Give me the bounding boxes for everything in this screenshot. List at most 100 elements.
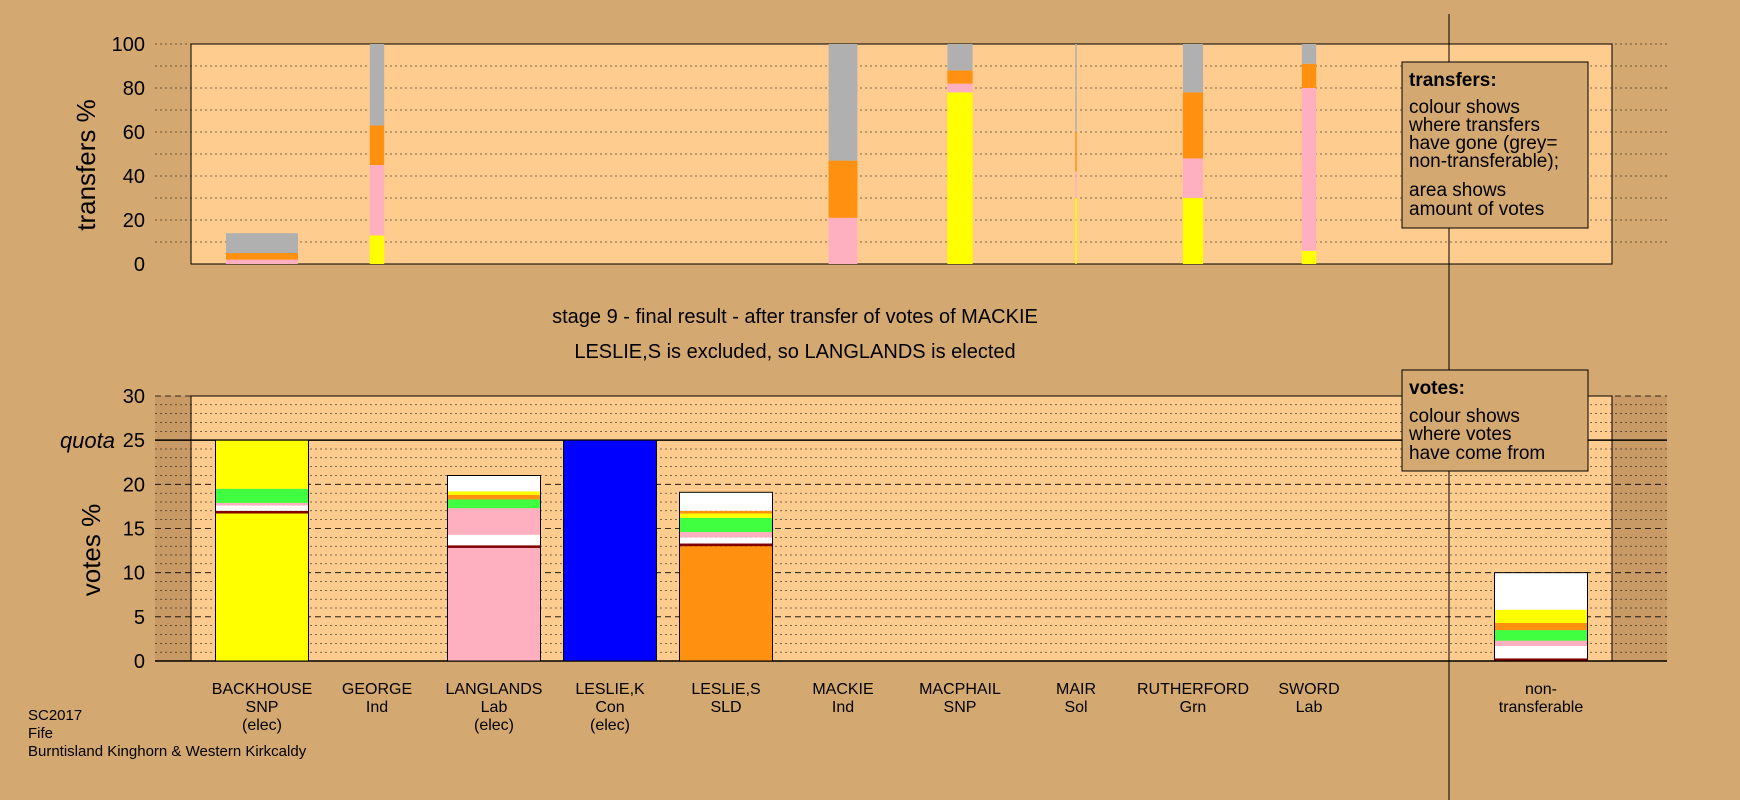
candidate-label: SNP bbox=[246, 699, 279, 716]
legend-votes-line: have come from bbox=[1409, 443, 1545, 464]
vote-segment bbox=[447, 534, 541, 546]
vote-segment bbox=[447, 491, 541, 495]
vote-segment bbox=[679, 517, 773, 533]
vote-segment bbox=[215, 510, 309, 514]
candidate-label: GEORGE bbox=[342, 681, 412, 698]
transfer-segment bbox=[226, 253, 298, 260]
vote-bar-outline bbox=[447, 475, 541, 662]
transfer-segment bbox=[1182, 92, 1204, 159]
y-tick-label: 80 bbox=[123, 78, 145, 100]
transfer-segment bbox=[1075, 132, 1077, 172]
vote-segment bbox=[447, 494, 541, 500]
candidate-label: BACKHOUSE bbox=[212, 681, 312, 698]
vote-segment bbox=[1494, 645, 1588, 659]
y-tick-label: 20 bbox=[123, 210, 145, 232]
candidate-label: Ind bbox=[366, 699, 388, 716]
transfer-segment bbox=[369, 125, 385, 165]
stage-title: stage 9 - final result - after transfer … bbox=[552, 306, 1038, 328]
y-tick-label: 100 bbox=[112, 34, 145, 56]
vote-segment bbox=[447, 508, 541, 535]
transfer-segment bbox=[1182, 158, 1204, 198]
y-tick-label: 25 bbox=[123, 430, 145, 452]
source-line: Burntisland Kinghorn & Western Kirkcaldy bbox=[28, 743, 307, 760]
stage-subtitle: LESLIE,S is excluded, so LANGLANDS is el… bbox=[574, 341, 1015, 363]
vote-segment bbox=[679, 492, 773, 511]
vote-bar-outline bbox=[215, 439, 309, 662]
transfer-segment bbox=[1301, 88, 1317, 251]
candidate-label: (elec) bbox=[242, 717, 282, 734]
y-tick-label: 60 bbox=[123, 122, 145, 144]
candidate-label: Lab bbox=[481, 699, 508, 716]
vote-bar-outline bbox=[563, 439, 657, 662]
candidate-label: MAIR bbox=[1056, 681, 1096, 698]
candidate-labels: BACKHOUSESNP(elec)GEORGEIndLANGLANDSLab(… bbox=[212, 681, 1584, 734]
vote-segment bbox=[1494, 572, 1588, 610]
votes-ticks: 0 5 10 15 20 25 30 bbox=[123, 386, 145, 673]
candidate-label: Con bbox=[595, 699, 624, 716]
vote-bar-outline bbox=[679, 491, 773, 662]
votes-bars bbox=[215, 439, 1588, 662]
vote-segment bbox=[215, 440, 309, 489]
y-tick-label: 40 bbox=[123, 166, 145, 188]
transfer-segment bbox=[947, 83, 973, 93]
vote-segment bbox=[679, 510, 773, 514]
transfer-segment bbox=[369, 44, 385, 126]
legend-transfers-line: have gone (grey= bbox=[1409, 133, 1557, 154]
y-tick-label: 15 bbox=[123, 519, 145, 541]
candidate-label: (elec) bbox=[590, 717, 630, 734]
legend-votes: votes: colour shows where votes have com… bbox=[1401, 369, 1589, 472]
vote-segment bbox=[215, 505, 309, 511]
transfers-bars bbox=[226, 44, 1317, 265]
vote-segment bbox=[679, 543, 773, 547]
legend-votes-title: votes: bbox=[1409, 378, 1465, 399]
vote-segment bbox=[215, 513, 309, 661]
vote-segment bbox=[215, 502, 309, 506]
transfer-segment bbox=[369, 235, 385, 264]
y-tick-label: 0 bbox=[134, 651, 145, 673]
vote-segment bbox=[1494, 630, 1588, 641]
candidate-label: RUTHERFORD bbox=[1137, 681, 1249, 698]
vote-segment bbox=[679, 537, 773, 544]
transfer-segment bbox=[947, 92, 973, 265]
vote-segment bbox=[563, 440, 657, 661]
vote-segment bbox=[679, 532, 773, 538]
legend-transfers-line: non-transferable); bbox=[1409, 151, 1559, 172]
nontransferable-label: non- bbox=[1525, 681, 1557, 698]
transfer-segment bbox=[1301, 250, 1317, 264]
candidate-label: LESLIE,S bbox=[691, 681, 760, 698]
transfer-segment bbox=[1182, 44, 1204, 93]
candidate-label: Grn bbox=[1180, 699, 1207, 716]
transfer-segment bbox=[1075, 198, 1077, 264]
source-line: SC2017 bbox=[28, 707, 82, 724]
transfer-segment bbox=[828, 217, 858, 264]
transfer-segment bbox=[1182, 198, 1204, 264]
candidate-label: SLD bbox=[710, 699, 741, 716]
quota-label: quota bbox=[60, 428, 115, 453]
legend-transfers-title: transfers: bbox=[1409, 70, 1497, 91]
transfer-segment bbox=[1301, 63, 1317, 88]
transfers-axis-title: transfers % bbox=[71, 99, 101, 231]
candidate-label: Ind bbox=[832, 699, 854, 716]
y-tick-label: 10 bbox=[123, 563, 145, 585]
candidate-label: LESLIE,K bbox=[575, 681, 645, 698]
candidate-label: MACPHAIL bbox=[919, 681, 1001, 698]
vote-segment bbox=[1494, 609, 1588, 624]
y-tick-label: 5 bbox=[134, 607, 145, 629]
transfer-segment bbox=[828, 44, 858, 161]
legend-votes-line: colour shows bbox=[1409, 406, 1520, 427]
vote-segment bbox=[679, 513, 773, 518]
vote-segment bbox=[215, 488, 309, 503]
nontransferable-label: transferable bbox=[1499, 699, 1584, 716]
legend-votes-line: where votes bbox=[1408, 424, 1511, 445]
vote-segment bbox=[447, 475, 541, 492]
transfer-segment bbox=[947, 44, 973, 71]
transfers-ticks: 0 20 40 60 80 100 bbox=[112, 34, 145, 276]
transfer-segment bbox=[828, 160, 858, 218]
legend-transfers-line: area shows bbox=[1409, 180, 1506, 201]
legend-transfers-line: colour shows bbox=[1409, 97, 1520, 118]
transfer-segment bbox=[1301, 44, 1317, 64]
candidate-label: LANGLANDS bbox=[446, 681, 543, 698]
vote-segment bbox=[1494, 640, 1588, 646]
candidate-label: MACKIE bbox=[812, 681, 873, 698]
